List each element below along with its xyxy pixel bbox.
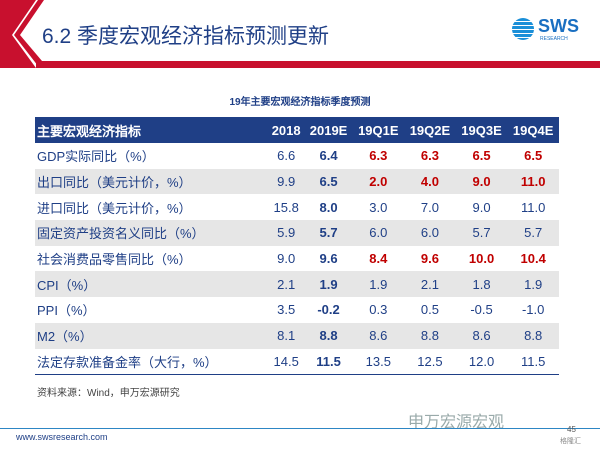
table-cell: 9.0 (455, 168, 508, 195)
indicator-label: 固定资产投资名义同比（%） (35, 220, 268, 246)
table-cell: 14.5 (267, 348, 305, 376)
table-cell: 1.8 (455, 271, 508, 298)
column-header: 2019E (304, 117, 353, 143)
table-cell: 5.9 (267, 220, 305, 246)
watermark-secondary: 格隆汇 (560, 438, 581, 445)
table-row: 固定资产投资名义同比（%） 5.9 5.7 6.0 6.0 5.7 5.7 (35, 220, 559, 246)
table-cell: 1.9 (304, 271, 353, 298)
table-cell: 3.0 (369, 199, 388, 215)
column-header: 19Q4E (507, 117, 559, 143)
table-cell: 1.9 (352, 271, 405, 298)
table-cell: 6.3 (420, 148, 439, 164)
table-cell: 8.4 (369, 251, 388, 267)
table-cell: 11.0 (507, 168, 559, 195)
website-link[interactable]: www.swsresearch.com (16, 432, 108, 442)
table-cell: 6.0 (404, 220, 456, 246)
table-cell: 4.0 (404, 168, 456, 195)
indicator-label: GDP实际同比（%） (37, 149, 155, 165)
table-cell: 2.1 (404, 271, 456, 298)
table-cell: 13.5 (352, 348, 405, 376)
page-number: 45 (567, 425, 576, 434)
indicator-label: CPI（%） (35, 271, 268, 298)
indicator-label: 进口同比（美元计价，%） (37, 200, 192, 216)
table-cell: 8.6 (352, 322, 405, 349)
table-cell: 8.8 (304, 322, 353, 349)
table-cell: 7.0 (420, 199, 439, 215)
table-cell: 12.5 (404, 348, 456, 376)
indicator-label: 社会消费品零售同比（%） (37, 252, 192, 268)
table-cell: 8.8 (507, 322, 559, 349)
indicator-label: PPI（%） (37, 303, 96, 319)
sws-logo: SWS RESEARCH (512, 16, 592, 46)
table-cell: 9.6 (420, 251, 439, 267)
table-cell: 0.3 (369, 302, 388, 318)
table-cell: 15.8 (273, 199, 299, 215)
table-cell: 0.5 (420, 302, 439, 318)
table-cell: 6.5 (524, 148, 543, 164)
table-cell: 5.7 (507, 220, 559, 246)
table-cell: 6.6 (277, 148, 296, 164)
column-header: 19Q2E (404, 117, 456, 143)
indicator-label: 出口同比（美元计价，%） (35, 168, 268, 195)
logo-text: SWS (538, 16, 580, 36)
logo-icon (512, 18, 534, 40)
table-cell: 8.0 (319, 199, 338, 215)
table-cell: -1.0 (521, 302, 545, 318)
table-cell: 9.0 (472, 199, 491, 215)
table-row: PPI（%） 3.5 -0.2 0.3 0.5 -0.5 -1.0 (35, 297, 559, 323)
table-caption: 19年主要宏观经济指标季度预测 (229, 97, 371, 108)
table-cell: 1.9 (507, 271, 559, 298)
table-cell: 5.7 (455, 220, 508, 246)
table-row: 法定存款准备金率（大行，%） 14.5 11.5 13.5 12.5 12.0 11.5 (35, 348, 559, 376)
table-cell: 2.1 (267, 271, 305, 298)
table-cell: 6.5 (304, 168, 353, 195)
table-row: 出口同比（美元计价，%） 9.9 6.5 2.0 4.0 9.0 11.0 (35, 168, 559, 195)
column-header: 19Q3E (455, 117, 508, 143)
table-row: M2（%） 8.1 8.8 8.6 8.8 8.6 8.8 (35, 322, 559, 349)
table-cell: 6.3 (369, 148, 388, 164)
table-cell: 6.0 (352, 220, 405, 246)
table-cell: 8.8 (404, 322, 456, 349)
column-header: 19Q1E (352, 117, 405, 143)
page-title: 6.2 季度宏观经济指标预测更新 (42, 25, 330, 48)
table-cell: 11.0 (521, 199, 546, 215)
column-header: 主要宏观经济指标 (35, 117, 268, 143)
table-row: GDP实际同比（%） 6.6 6.4 6.3 6.3 6.5 6.5 (35, 143, 559, 169)
header-banner (0, 0, 600, 68)
table-cell: 2.0 (352, 168, 405, 195)
logo-subtext: RESEARCH (540, 36, 568, 42)
table-cell: 11.5 (304, 348, 353, 376)
table-cell: 6.4 (319, 148, 338, 164)
table-cell: 5.7 (304, 220, 353, 246)
table-cell: 10.0 (468, 251, 495, 267)
table-cell: 9.6 (319, 251, 338, 267)
indicator-label: 法定存款准备金率（大行，%） (35, 348, 268, 376)
table-row: 社会消费品零售同比（%） 9.0 9.6 8.4 9.6 10.0 10.4 (35, 246, 559, 272)
table-cell: 3.5 (277, 302, 296, 318)
table-cell: 9.9 (267, 168, 305, 195)
table-cell: 10.4 (520, 251, 546, 267)
forecast-table: 主要宏观经济指标 2018 2019E 19Q1E 19Q2E 19Q3E 19Q4E GD… (35, 117, 559, 376)
footer-divider (0, 428, 600, 429)
table-cell: 9.0 (277, 251, 296, 267)
source-note: 资料来源：Wind，申万宏源研究 (37, 388, 180, 399)
table-cell: 6.5 (472, 148, 491, 164)
table-cell: -0.2 (317, 302, 340, 318)
indicator-label: M2（%） (35, 322, 268, 349)
table-cell: -0.5 (470, 302, 493, 318)
table-cell: 12.0 (455, 348, 508, 376)
table-cell: 8.6 (455, 322, 508, 349)
table-header-row: 主要宏观经济指标 2018 2019E 19Q1E 19Q2E 19Q3E 19Q4E (35, 117, 559, 143)
watermark: 申万宏源宏观 (408, 414, 505, 431)
table-cell: 8.1 (267, 322, 305, 349)
column-header: 2018 (267, 117, 305, 143)
table-row: 进口同比（美元计价，%） 15.8 8.0 3.0 7.0 9.0 11.0 (35, 194, 559, 220)
table-cell: 11.5 (507, 348, 559, 376)
table-row: CPI（%） 2.1 1.9 1.9 2.1 1.8 1.9 (35, 271, 559, 298)
